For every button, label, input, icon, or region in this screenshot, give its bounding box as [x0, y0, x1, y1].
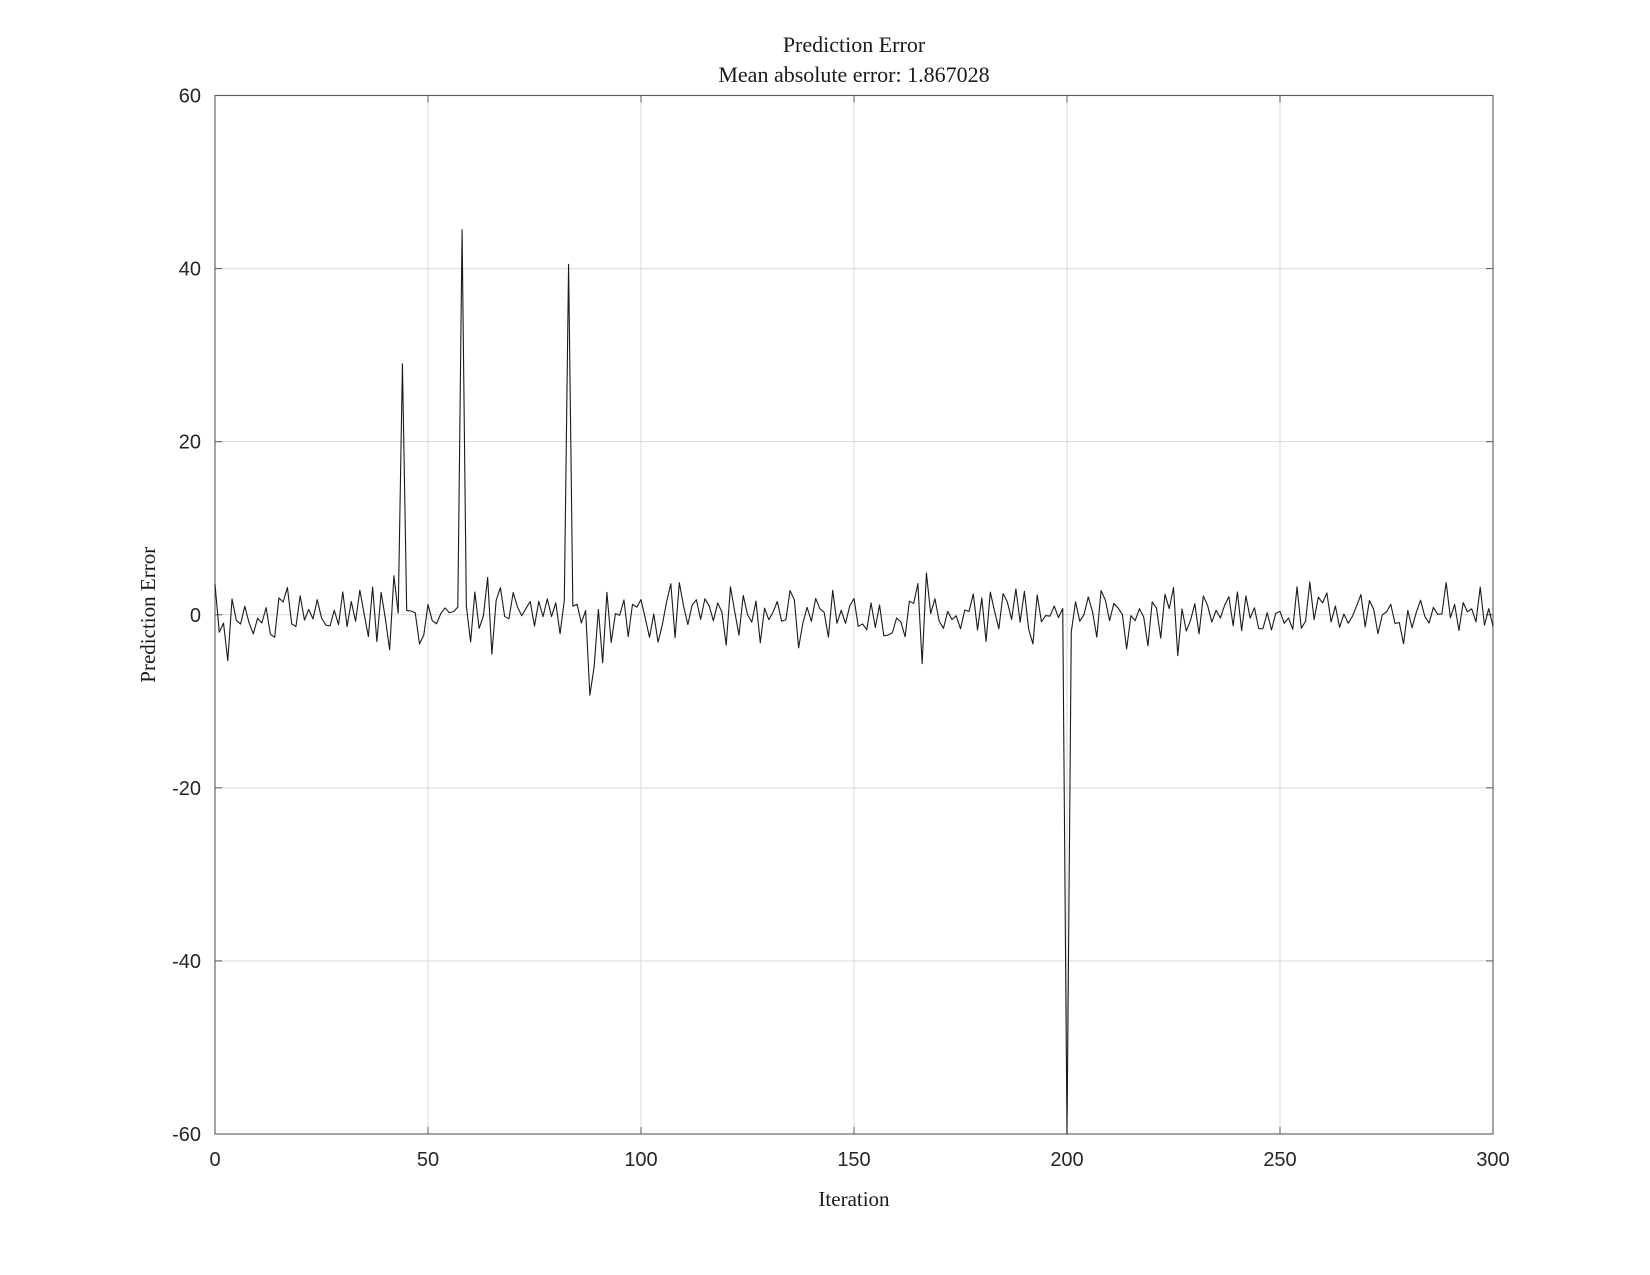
svg-text:300: 300	[1476, 1149, 1509, 1171]
svg-text:100: 100	[624, 1149, 657, 1171]
svg-text:Prediction Error: Prediction Error	[136, 547, 160, 683]
svg-text:60: 60	[179, 86, 201, 108]
svg-text:Mean absolute error: 1.867028: Mean absolute error: 1.867028	[718, 62, 989, 87]
svg-text:-60: -60	[172, 1124, 201, 1146]
svg-text:150: 150	[837, 1149, 870, 1171]
svg-text:50: 50	[417, 1149, 439, 1171]
svg-text:0: 0	[209, 1149, 220, 1171]
svg-text:0: 0	[190, 605, 201, 627]
svg-text:250: 250	[1263, 1149, 1296, 1171]
svg-text:Prediction Error: Prediction Error	[783, 32, 926, 57]
svg-text:-20: -20	[172, 778, 201, 800]
svg-text:-40: -40	[172, 951, 201, 973]
svg-text:40: 40	[179, 259, 201, 281]
svg-text:20: 20	[179, 432, 201, 454]
svg-text:Iteration: Iteration	[818, 1187, 890, 1211]
svg-text:200: 200	[1050, 1149, 1083, 1171]
